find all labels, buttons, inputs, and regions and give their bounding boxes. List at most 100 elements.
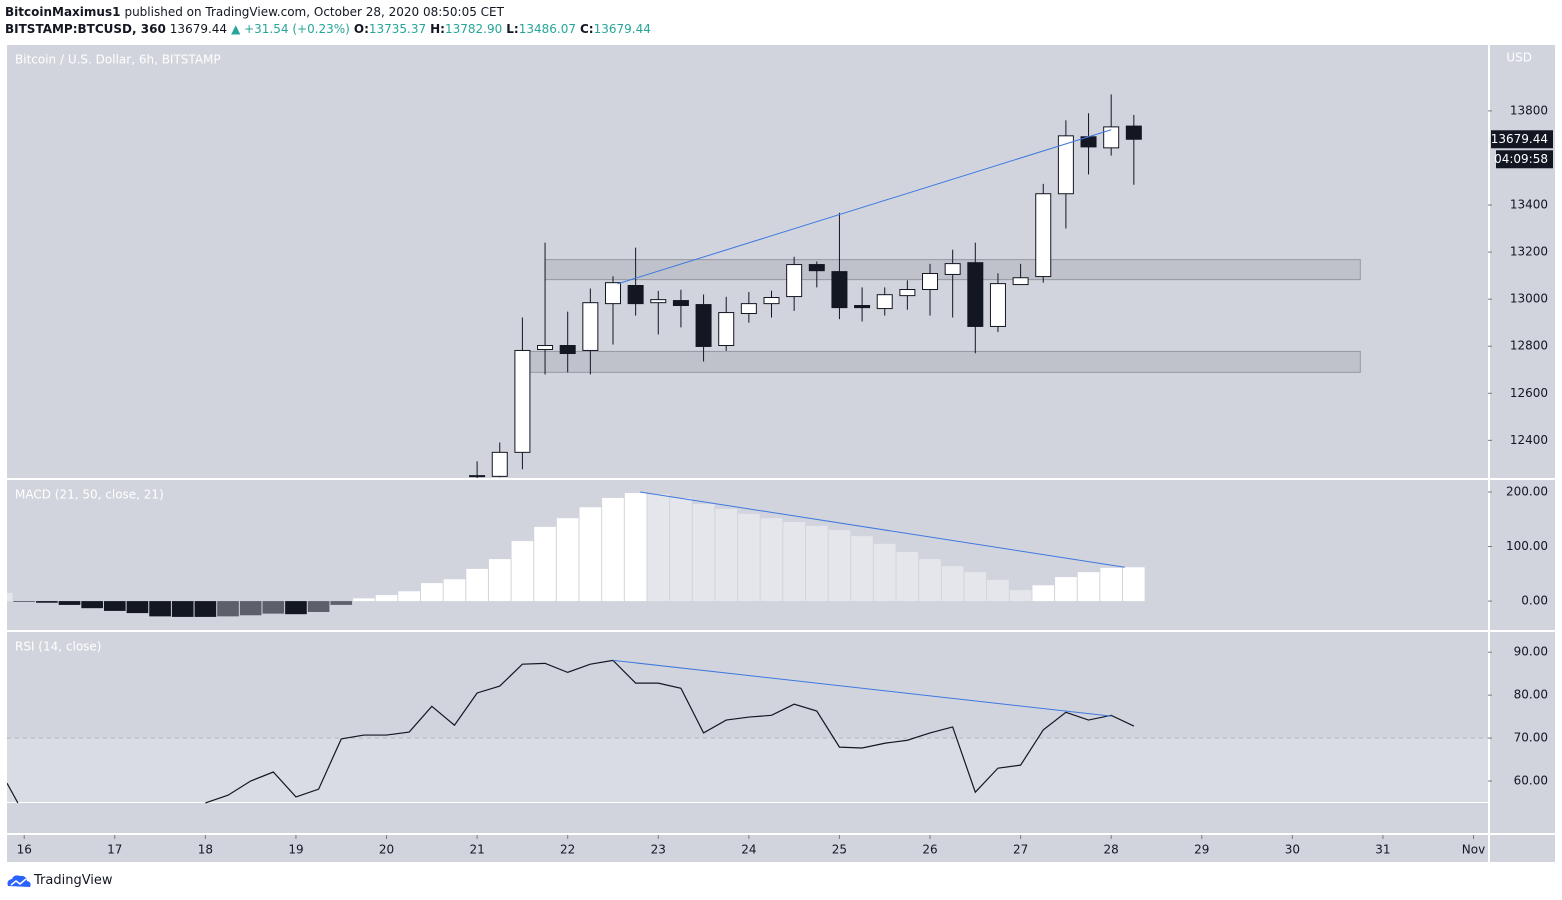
price-label-box <box>1491 130 1553 149</box>
histogram-bar <box>511 541 534 602</box>
candle-body <box>740 303 757 315</box>
ohlc-label: L: <box>506 22 519 36</box>
pane <box>7 491 1145 617</box>
x-tick-label: 24 <box>741 843 756 857</box>
author: BitcoinMaximus1 <box>5 5 121 19</box>
ohlc-label: C: <box>579 22 594 36</box>
pane <box>7 659 1488 804</box>
zone <box>521 350 1361 373</box>
x-tick-label: 19 <box>288 843 303 857</box>
histogram-bar <box>126 601 149 614</box>
histogram-bar <box>149 601 171 617</box>
ohlc-label: H: <box>430 22 445 36</box>
logo <box>7 875 31 887</box>
histogram-bar <box>171 601 194 617</box>
candle-body <box>922 273 939 291</box>
histogram-bar <box>103 601 126 611</box>
candle-body <box>1035 193 1052 278</box>
candle-body <box>808 264 825 272</box>
trendline <box>617 129 1112 285</box>
x-tick-label: 27 <box>1013 843 1028 857</box>
trendline <box>640 491 1125 568</box>
histogram-bar <box>375 595 398 602</box>
published: published on TradingView.com, October 28… <box>124 5 504 19</box>
logo-cloud <box>7 875 31 887</box>
x-tick-label: 25 <box>832 843 847 857</box>
histogram-bar <box>1009 590 1032 602</box>
histogram-bar <box>851 536 873 602</box>
pane-title: Bitcoin / U.S. Dollar, 6h, BITSTAMP <box>15 53 221 67</box>
y-tick-label: 80.00 <box>1514 688 1548 702</box>
candle-body <box>491 451 508 477</box>
candle-body <box>718 312 735 347</box>
histogram-bar <box>738 513 760 602</box>
x-tick-label: 29 <box>1194 843 1209 857</box>
ohlc-value: 13735.37 <box>368 22 427 36</box>
y-tick-label: 13000 <box>1510 292 1548 306</box>
histogram-bar <box>692 504 715 602</box>
x-tick-label: 26 <box>922 843 937 857</box>
x-tick-label: 20 <box>379 843 394 857</box>
x-tick-label: 23 <box>651 843 666 857</box>
x-tick-label: Nov <box>1462 843 1485 857</box>
candle-body <box>1057 135 1074 195</box>
histogram-bar <box>941 566 964 602</box>
candle-body <box>559 345 576 355</box>
brand: TradingView <box>34 873 113 888</box>
symbol: BITSTAMP:BTCUSD, 360 <box>5 22 166 36</box>
histogram-bar <box>285 601 307 615</box>
candle-body <box>582 302 599 351</box>
pane-title: MACD (21, 50, close, 21) <box>15 488 164 502</box>
candle-body <box>537 345 554 351</box>
histogram-bar <box>262 601 285 614</box>
histogram-bar <box>1032 585 1055 602</box>
candle-body <box>1125 125 1142 140</box>
histogram-bar <box>1077 572 1100 602</box>
candle-body <box>1012 277 1029 286</box>
histogram-bar <box>805 525 828 602</box>
y-tick-label: 12400 <box>1510 433 1548 447</box>
countdown: 04:09:58 <box>1494 152 1548 166</box>
histogram-bar <box>443 579 466 602</box>
histogram-bar <box>36 601 58 603</box>
ohlc-label: O: <box>353 22 369 36</box>
candle-body <box>989 283 1006 327</box>
histogram-bar <box>421 583 443 602</box>
trendline <box>612 659 1112 717</box>
rsi-line <box>7 659 1135 804</box>
histogram-bar <box>58 601 81 605</box>
histogram-bar <box>783 522 805 602</box>
histogram-bar <box>760 518 783 602</box>
chart-background <box>7 45 1555 862</box>
candle-body <box>650 299 667 304</box>
pane-title: RSI (14, close) <box>15 640 101 654</box>
candle-body <box>831 271 848 309</box>
histogram-bar <box>715 508 738 602</box>
ohlc-value: 13782.90 <box>444 22 503 36</box>
histogram-bar <box>466 568 488 602</box>
candle-body <box>627 285 644 305</box>
histogram-bar <box>13 601 36 602</box>
histogram-bar <box>1123 567 1145 602</box>
candle-body <box>514 349 531 453</box>
header-line-1: BitcoinMaximus1 published on TradingView… <box>5 5 504 19</box>
y-tick-label: 60.00 <box>1514 774 1548 788</box>
countdown-box <box>1496 150 1553 169</box>
histogram-bar <box>217 601 239 617</box>
x-tick-label: 31 <box>1375 843 1390 857</box>
histogram-bar <box>1055 577 1077 602</box>
histogram-bar <box>488 559 511 602</box>
y-tick-label: 13200 <box>1510 245 1548 259</box>
histogram-bar <box>624 493 647 602</box>
histogram-bar <box>602 498 624 602</box>
y-tick-label: 12600 <box>1510 386 1548 400</box>
y-tick-label: 12800 <box>1510 339 1548 353</box>
histogram-bar <box>239 601 262 616</box>
histogram-bar <box>556 518 579 602</box>
candle-body <box>899 289 916 297</box>
y-tick-label: 13800 <box>1510 103 1548 117</box>
band <box>7 738 1488 803</box>
